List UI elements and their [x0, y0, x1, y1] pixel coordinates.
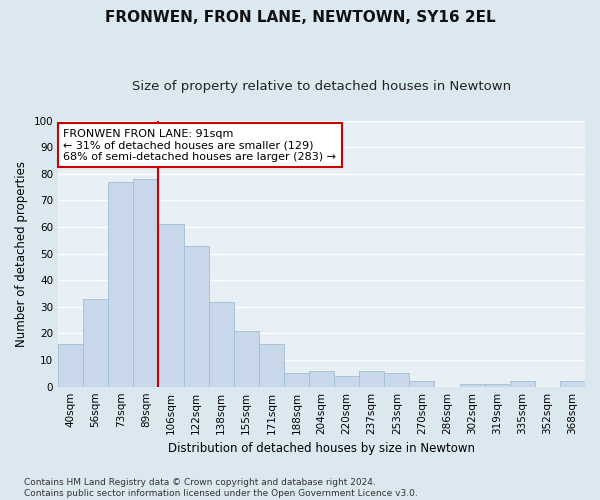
Bar — [384, 374, 409, 386]
Bar — [284, 374, 309, 386]
Bar — [108, 182, 133, 386]
Bar — [209, 302, 233, 386]
Bar — [133, 179, 158, 386]
Bar — [184, 246, 209, 386]
Bar — [334, 376, 359, 386]
Bar — [510, 382, 535, 386]
Bar — [460, 384, 485, 386]
Bar — [485, 384, 510, 386]
Title: Size of property relative to detached houses in Newtown: Size of property relative to detached ho… — [132, 80, 511, 93]
Bar — [560, 382, 585, 386]
Bar — [359, 370, 384, 386]
Bar — [233, 331, 259, 386]
Y-axis label: Number of detached properties: Number of detached properties — [15, 160, 28, 346]
Text: FRONWEN, FRON LANE, NEWTOWN, SY16 2EL: FRONWEN, FRON LANE, NEWTOWN, SY16 2EL — [104, 10, 496, 25]
Text: Contains HM Land Registry data © Crown copyright and database right 2024.
Contai: Contains HM Land Registry data © Crown c… — [24, 478, 418, 498]
Bar — [158, 224, 184, 386]
Bar — [409, 382, 434, 386]
X-axis label: Distribution of detached houses by size in Newtown: Distribution of detached houses by size … — [168, 442, 475, 455]
Bar — [58, 344, 83, 387]
Bar — [83, 299, 108, 386]
Bar — [259, 344, 284, 387]
Text: FRONWEN FRON LANE: 91sqm
← 31% of detached houses are smaller (129)
68% of semi-: FRONWEN FRON LANE: 91sqm ← 31% of detach… — [64, 128, 337, 162]
Bar — [309, 370, 334, 386]
